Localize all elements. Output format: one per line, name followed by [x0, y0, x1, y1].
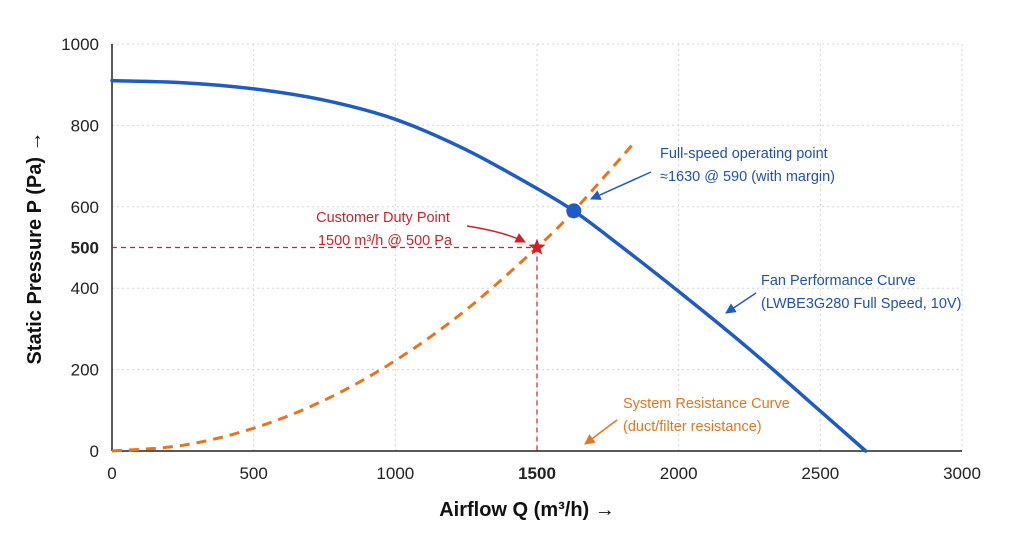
y-tick-label: 1000 — [61, 35, 99, 54]
fan-curve-label: Fan Performance Curve (LWBE3G280 Full Sp… — [761, 273, 961, 312]
y-tick-label: 800 — [71, 116, 99, 135]
markers — [528, 203, 582, 255]
duty-point-arrow — [466, 225, 526, 243]
x-axis-title: Airflow Q (m³/h) → — [439, 499, 615, 521]
x-tick-label: 2500 — [801, 464, 839, 483]
x-tick-label: 1500 — [518, 464, 556, 483]
y-tick-label: 400 — [71, 279, 99, 298]
system-curve-label-line1: System Resistance Curve — [623, 396, 790, 412]
x-tick-label: 3000 — [943, 464, 981, 483]
x-tick-label: 500 — [239, 464, 267, 483]
fan-curve-arrow — [725, 292, 757, 314]
y-tick-label: 600 — [71, 198, 99, 217]
x-tick-label: 0 — [107, 464, 116, 483]
y-tick-label: 500 — [71, 239, 99, 258]
y-tick-label: 0 — [90, 442, 99, 461]
tick-labels: 0 500 1000 1500 2000 2500 3000 0 200 400 500 600 800… — [61, 35, 981, 483]
operating-point-label-line1: Full-speed operating point — [660, 146, 828, 162]
fan-curve-label-line1: Fan Performance Curve — [761, 273, 916, 289]
op-marker — [566, 203, 582, 219]
series-layer — [110, 78, 868, 453]
duty-point-label-line2: 1500 m³/h @ 500 Pa — [318, 233, 453, 249]
fan-curve-label-line2: (LWBE3G280 Full Speed, 10V) — [761, 296, 961, 312]
duty-marker — [528, 238, 546, 255]
operating-point-label: Full-speed operating point ≈1630 @ 590 (… — [660, 146, 835, 185]
system-curve-label-line2: (duct/filter resistance) — [623, 419, 762, 435]
operating-point-label-line2: ≈1630 @ 590 (with margin) — [660, 169, 835, 185]
duty-reference-lines — [112, 246, 538, 451]
operating-point-arrow — [590, 171, 652, 200]
system-curve-label: System Resistance Curve (duct/filter res… — [623, 396, 794, 435]
x-tick-label: 1000 — [376, 464, 414, 483]
x-tick-label: 2000 — [660, 464, 698, 483]
duty-point-label: Customer Duty Point 1500 m³/h @ 500 Pa — [316, 210, 454, 249]
y-axis-title: Static Pressure P (Pa) → — [24, 131, 46, 364]
duty-point-label-line1: Customer Duty Point — [316, 210, 450, 226]
fan-curve — [110, 78, 868, 453]
system-curve-arrow — [584, 419, 618, 445]
y-tick-label: 200 — [71, 361, 99, 380]
system-curve — [111, 142, 635, 453]
